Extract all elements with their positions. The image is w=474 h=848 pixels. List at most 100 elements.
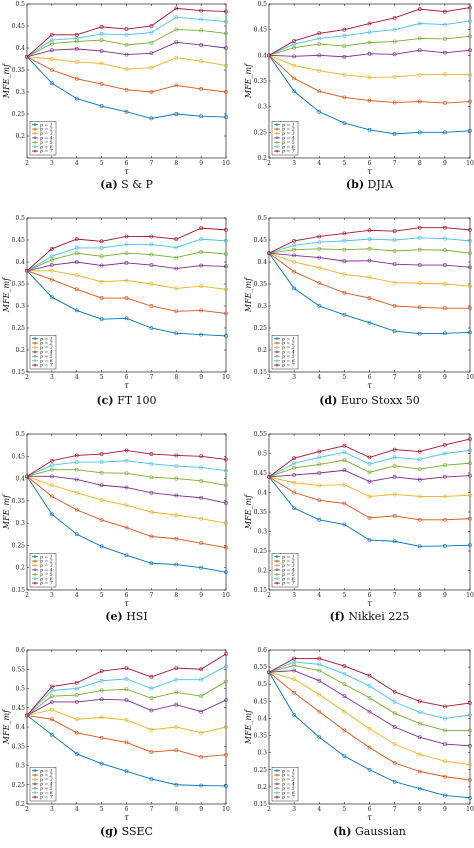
x-tick-label: 2 xyxy=(267,806,271,813)
data-point xyxy=(49,277,54,282)
data-point xyxy=(417,449,422,454)
data-point xyxy=(74,76,79,81)
data-point xyxy=(317,89,322,94)
data-point xyxy=(174,286,179,291)
x-axis-label: τ xyxy=(367,813,372,822)
data-point xyxy=(468,251,472,256)
x-tick-label: 2 xyxy=(267,160,271,167)
series-line xyxy=(27,475,227,504)
legend-marker xyxy=(33,581,37,585)
x-axis-label: τ xyxy=(124,813,129,822)
legend-marker xyxy=(275,136,279,140)
legend-marker xyxy=(275,795,279,799)
data-point xyxy=(124,485,129,490)
data-point xyxy=(468,72,472,77)
data-point xyxy=(149,304,154,308)
data-point xyxy=(367,258,372,263)
data-point xyxy=(317,31,322,36)
data-point xyxy=(392,700,397,704)
y-tick-label: 0.25 xyxy=(254,325,268,332)
x-tick-label: 4 xyxy=(317,592,321,599)
legend-marker xyxy=(33,782,37,786)
legend-marker xyxy=(275,149,279,153)
data-point xyxy=(124,32,129,37)
data-point xyxy=(199,755,204,759)
legend-label: p = 2 xyxy=(40,559,53,565)
data-point xyxy=(224,752,228,757)
y-tick-label: 0.45 xyxy=(254,237,268,244)
data-point xyxy=(468,448,472,453)
data-point xyxy=(99,678,104,683)
data-point xyxy=(292,89,297,94)
data-point xyxy=(342,95,347,100)
data-point xyxy=(149,252,154,257)
y-tick-label: 0.55 xyxy=(254,431,268,438)
legend-marker xyxy=(33,123,37,127)
data-point xyxy=(442,306,447,311)
data-point xyxy=(468,701,472,705)
x-tick-label: 8 xyxy=(174,592,178,599)
legend-label: p = 1 xyxy=(282,122,295,128)
data-point xyxy=(25,268,29,273)
data-point xyxy=(367,479,372,484)
data-point xyxy=(317,281,322,286)
y-axis-label: MFE_mf xyxy=(244,276,253,313)
x-tick-label: 2 xyxy=(267,374,271,381)
data-point xyxy=(74,752,79,756)
data-point xyxy=(392,725,397,729)
data-point xyxy=(124,687,129,692)
data-point xyxy=(442,463,447,468)
data-point xyxy=(267,474,271,479)
data-point xyxy=(124,278,129,283)
legend-marker xyxy=(275,337,279,341)
data-point xyxy=(267,53,271,58)
data-point xyxy=(199,332,204,337)
data-point xyxy=(199,694,204,699)
data-point xyxy=(317,735,322,740)
legend-marker xyxy=(275,363,279,367)
data-point xyxy=(199,263,204,268)
series-line xyxy=(26,261,227,272)
legend-label: p = 5 xyxy=(282,140,295,146)
legend-label: p = 7 xyxy=(40,795,53,801)
legend-label: p = 3 xyxy=(40,777,53,783)
data-point xyxy=(224,521,228,526)
data-point xyxy=(392,464,397,468)
data-point xyxy=(468,19,472,23)
legend-marker xyxy=(33,337,37,341)
data-point xyxy=(417,99,422,104)
data-point xyxy=(417,494,422,499)
data-point xyxy=(392,474,397,479)
data-point xyxy=(74,686,79,691)
data-point xyxy=(74,467,79,472)
series-line xyxy=(26,653,227,716)
data-point xyxy=(74,693,79,697)
data-point xyxy=(367,30,372,35)
data-point xyxy=(292,253,297,258)
data-point xyxy=(124,234,129,239)
series-line xyxy=(268,671,471,781)
data-point xyxy=(468,795,472,800)
y-tick-label: 0.2 xyxy=(257,155,267,162)
data-point xyxy=(468,330,472,335)
data-point xyxy=(149,326,154,330)
data-point xyxy=(317,517,322,522)
legend-marker xyxy=(33,786,37,790)
x-tick-label: 7 xyxy=(149,806,153,813)
data-point xyxy=(224,784,228,788)
caption-letter: (g) xyxy=(100,825,118,838)
data-point xyxy=(392,742,397,747)
data-point xyxy=(224,31,228,36)
x-tick-label: 4 xyxy=(75,160,79,167)
legend-label: p = 5 xyxy=(282,572,295,578)
data-point xyxy=(224,468,228,473)
data-point xyxy=(124,553,129,558)
series-line xyxy=(26,715,227,758)
legend-marker xyxy=(275,145,279,149)
data-point xyxy=(199,465,204,470)
legend-label: p = 1 xyxy=(282,336,295,342)
data-point xyxy=(392,447,397,452)
y-tick-label: 0.35 xyxy=(12,743,26,750)
data-point xyxy=(49,512,54,517)
legend-label: p = 6 xyxy=(40,358,53,364)
